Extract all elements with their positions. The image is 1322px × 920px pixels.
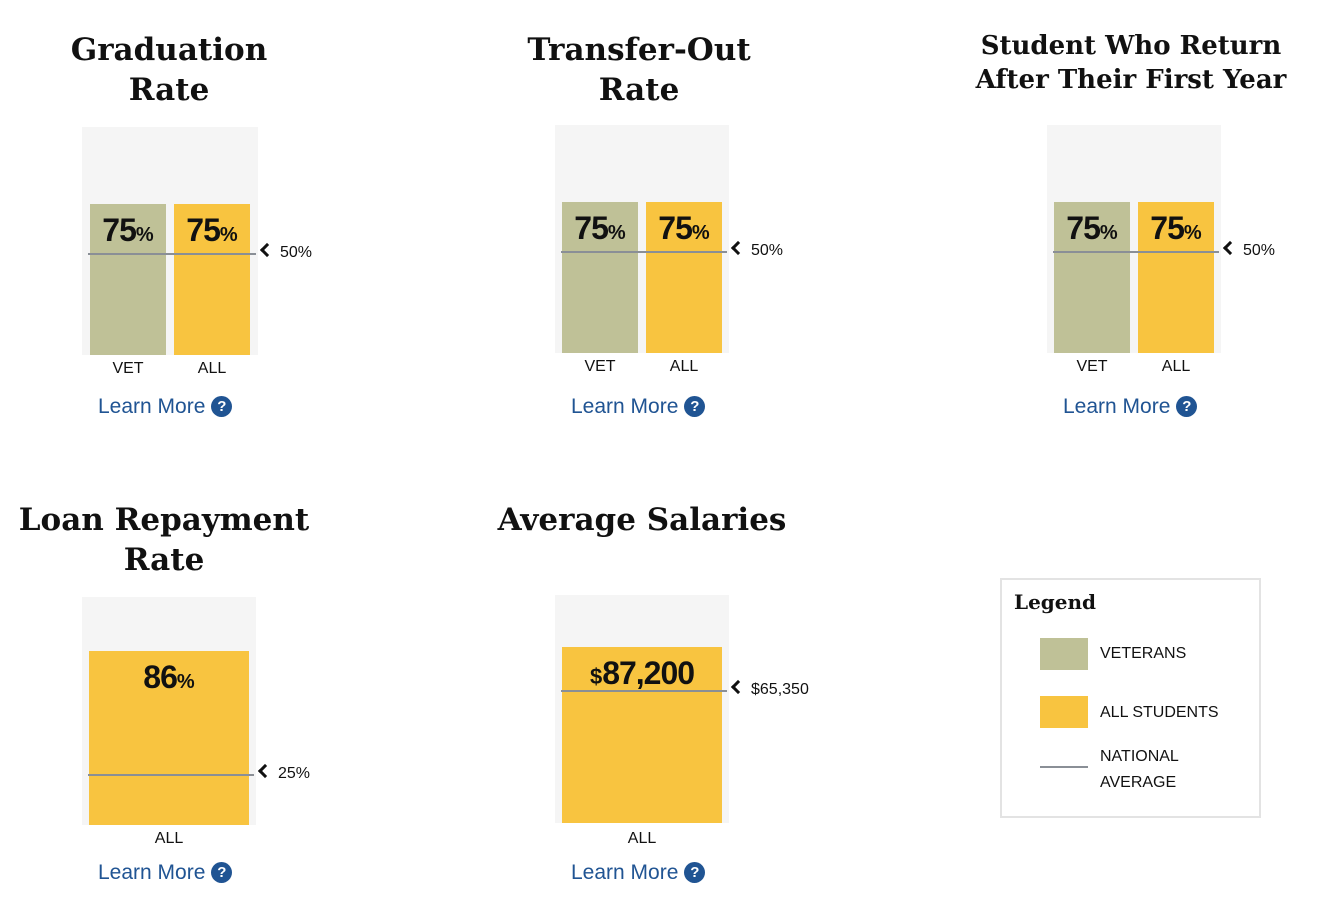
category-label-vet: VET xyxy=(584,358,616,375)
national-average-line xyxy=(1053,251,1219,253)
bar-all xyxy=(562,646,722,823)
bar-value-label: 75% xyxy=(102,211,154,248)
national-average-line xyxy=(88,773,254,776)
legend-swatch-veterans xyxy=(1040,638,1088,670)
legend-label-all-students: ALL STUDENTS xyxy=(1100,704,1219,721)
learn-more-link[interactable]: Learn More? xyxy=(98,395,233,419)
bar-all xyxy=(1138,201,1214,353)
chart-title: Transfer-Out Rate xyxy=(527,32,751,109)
national-average-label: 50% xyxy=(730,240,783,260)
bar-value-label: 75% xyxy=(1066,209,1118,246)
bar-value-label: 75% xyxy=(658,209,710,246)
legend-swatch-all-students xyxy=(1040,696,1088,728)
bar-value-label: 75% xyxy=(574,209,626,246)
national-average-line xyxy=(561,689,727,692)
national-average-line xyxy=(88,253,256,255)
bar-value-label: 75% xyxy=(1150,209,1202,246)
chart-title: Loan Repayment Rate xyxy=(18,502,310,579)
legend: Legend VETERANS ALL STUDENTS NATIONAL AV… xyxy=(1000,578,1261,818)
category-label-all: ALL xyxy=(1161,358,1191,375)
chevron-left-icon xyxy=(1222,240,1238,256)
bar-value-label: 75% xyxy=(186,211,238,248)
category-label-vet: VET xyxy=(112,360,144,377)
category-label-all: ALL xyxy=(154,830,184,847)
bar-value-label: $87,200 xyxy=(589,654,695,691)
category-label-all: ALL xyxy=(669,358,699,375)
bar-all xyxy=(174,203,250,355)
help-icon[interactable]: ? xyxy=(211,396,233,417)
learn-more-link[interactable]: Learn More? xyxy=(571,861,706,885)
learn-more-link[interactable]: Learn More? xyxy=(1063,395,1198,419)
bar-all xyxy=(89,651,249,825)
bar-all xyxy=(646,201,722,353)
bar-vet xyxy=(562,201,638,353)
national-average-label: $65,350 xyxy=(730,679,809,699)
bar-value-label: 86% xyxy=(143,659,195,696)
chevron-left-icon xyxy=(257,763,273,778)
national-average-label: 25% xyxy=(257,763,310,783)
national-average-label: 50% xyxy=(259,242,312,262)
category-label-vet: VET xyxy=(1076,358,1108,375)
chart-title: Student Who Return After Their First Yea… xyxy=(975,31,1287,95)
legend-title: Legend xyxy=(1014,590,1097,614)
learn-more-link[interactable]: Learn More? xyxy=(571,395,706,419)
chart-title: Graduation Rate xyxy=(70,32,268,109)
help-icon[interactable]: ? xyxy=(684,396,706,417)
learn-more-link[interactable]: Learn More? xyxy=(98,861,233,885)
chevron-left-icon xyxy=(259,242,275,258)
national-average-label: 50% xyxy=(1222,240,1275,260)
legend-label-national-average: NATIONAL AVERAGE xyxy=(1100,748,1179,791)
chevron-left-icon xyxy=(730,240,746,256)
help-icon[interactable]: ? xyxy=(684,862,706,883)
category-label-all: ALL xyxy=(197,360,227,377)
help-icon[interactable]: ? xyxy=(1176,396,1198,417)
help-icon[interactable]: ? xyxy=(211,862,233,883)
legend-line-national-average xyxy=(1040,766,1088,768)
legend-label-veterans: VETERANS xyxy=(1100,645,1187,662)
national-average-line xyxy=(561,251,727,253)
bar-vet xyxy=(90,203,166,355)
bar-vet xyxy=(1054,201,1130,353)
category-label-all: ALL xyxy=(627,830,657,847)
chart-title: Average Salaries xyxy=(497,502,787,538)
chevron-left-icon xyxy=(730,679,746,695)
